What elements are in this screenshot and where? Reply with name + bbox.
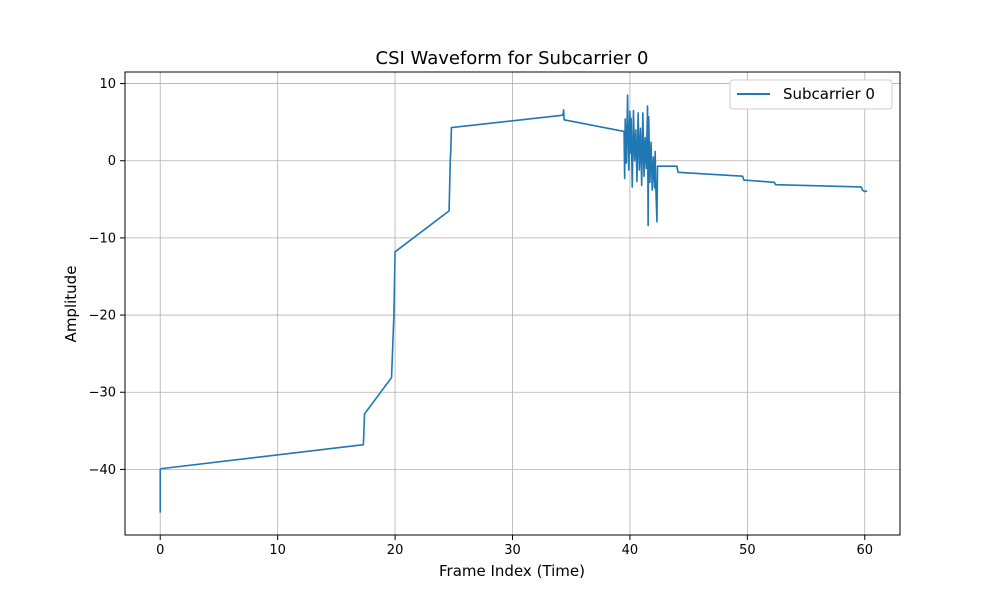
plot-lines (159, 94, 868, 513)
y-tick-label: −40 (89, 463, 116, 478)
series-line-0 (159, 94, 868, 513)
x-tick-label: 40 (622, 543, 639, 558)
y-tick-label: 0 (108, 154, 116, 169)
legend: Subcarrier 0 (729, 79, 893, 110)
legend-label: Subcarrier 0 (783, 85, 875, 103)
x-tick-label: 50 (739, 543, 756, 558)
grid (125, 72, 900, 535)
chart-title: CSI Waveform for Subcarrier 0 (376, 48, 649, 69)
x-tick-label: 60 (856, 543, 873, 558)
x-tick-label: 20 (387, 543, 404, 558)
y-tick-label: −10 (89, 231, 116, 246)
legend-box (729, 79, 893, 110)
y-tick-label: 10 (99, 77, 116, 92)
ticks: 0 10 20 30 40 50 60 −40 −30 −20 −10 0 10 (89, 77, 873, 558)
x-axis-label: Frame Index (Time) (439, 562, 585, 580)
y-tick-label: −30 (89, 386, 116, 401)
y-axis-label: Amplitude (62, 266, 80, 343)
x-tick-label: 0 (156, 543, 164, 558)
x-tick-label: 10 (269, 543, 286, 558)
x-tick-label: 30 (504, 543, 521, 558)
y-tick-label: −20 (89, 309, 116, 324)
